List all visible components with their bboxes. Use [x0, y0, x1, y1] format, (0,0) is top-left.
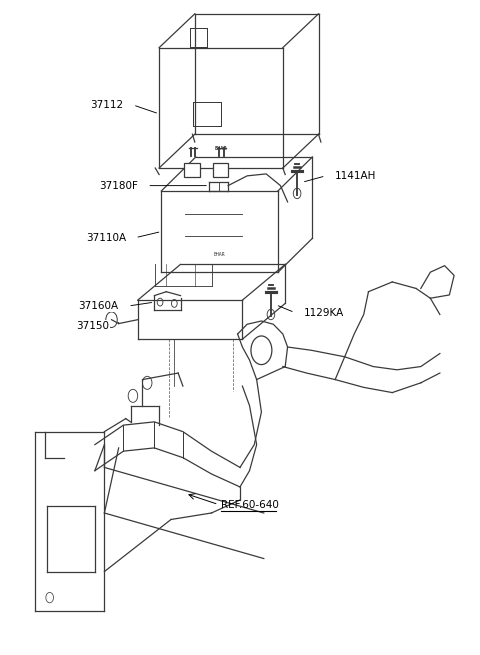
- Text: 37112: 37112: [90, 100, 123, 110]
- Text: 1129KA: 1129KA: [304, 308, 345, 318]
- Bar: [184, 162, 200, 177]
- Text: 37160A: 37160A: [79, 301, 119, 311]
- Text: 37150: 37150: [76, 320, 109, 331]
- Bar: [213, 162, 228, 177]
- Text: BHAR: BHAR: [215, 146, 227, 151]
- Text: 37110A: 37110A: [85, 233, 126, 243]
- Text: BHAR: BHAR: [214, 252, 226, 257]
- Text: REF.60-640: REF.60-640: [221, 500, 279, 510]
- Text: 37180F: 37180F: [99, 181, 138, 191]
- Text: 1141AH: 1141AH: [335, 171, 376, 181]
